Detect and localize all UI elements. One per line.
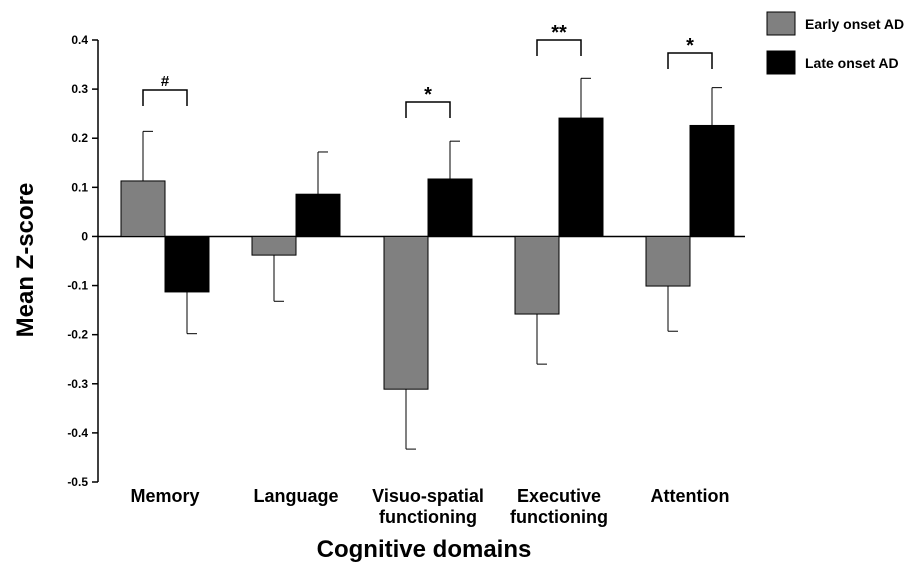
- y-tick-label: -0.5: [67, 475, 88, 489]
- bar-early: [251, 235, 297, 256]
- legend: Early onset AD Late onset AD: [766, 11, 904, 75]
- y-tick-label: 0.3: [71, 82, 88, 96]
- y-tick-label: 0.4: [71, 33, 88, 47]
- significance-bracket: [667, 52, 713, 69]
- y-tick-label: -0.1: [67, 279, 88, 293]
- x-category-label: Memory: [130, 486, 199, 506]
- x-axis-title: Cognitive domains: [317, 536, 532, 563]
- y-tick-label: -0.3: [67, 377, 88, 391]
- x-category-label: functioning: [510, 507, 608, 527]
- significance-marker: *: [686, 35, 694, 57]
- x-category-label: Attention: [651, 486, 730, 506]
- bar-late: [164, 235, 210, 293]
- x-category-label: Executive: [517, 486, 601, 506]
- legend-label-late: Late onset AD: [805, 55, 899, 71]
- bar-late: [295, 193, 341, 237]
- legend-label-early: Early onset AD: [805, 16, 904, 32]
- bar-late: [427, 178, 473, 237]
- bar-early: [120, 180, 166, 237]
- significance-bracket: [405, 101, 451, 118]
- y-tick-label: -0.2: [67, 328, 88, 342]
- bar-late: [558, 117, 604, 237]
- plot-area: 0.4 0.3 0.2 0.1 0 -0.1 -0.2 -0.3 -0.4 -0.5 Memory L…: [67, 22, 745, 527]
- bar-late: [689, 124, 735, 237]
- significance-marker: #: [161, 73, 170, 90]
- x-category-label: functioning: [379, 507, 477, 527]
- legend-swatch-late: [766, 50, 796, 75]
- significance-marker: **: [551, 22, 567, 44]
- bar-early: [383, 235, 429, 390]
- x-category-label: Language: [253, 486, 338, 506]
- bar-early: [645, 235, 691, 287]
- x-category-label: Visuo-spatial: [372, 486, 484, 506]
- y-tick-label: -0.4: [67, 426, 88, 440]
- bar-early: [514, 235, 560, 315]
- legend-swatch-early: [766, 11, 796, 36]
- y-tick-label: 0: [81, 229, 88, 243]
- significance-bracket: [536, 39, 582, 56]
- significance-marker: *: [424, 84, 432, 106]
- y-tick-label: 0.2: [71, 131, 88, 145]
- significance-bracket: [142, 89, 188, 106]
- y-tick-label: 0.1: [71, 180, 88, 194]
- y-axis-title: Mean Z-score: [12, 183, 39, 338]
